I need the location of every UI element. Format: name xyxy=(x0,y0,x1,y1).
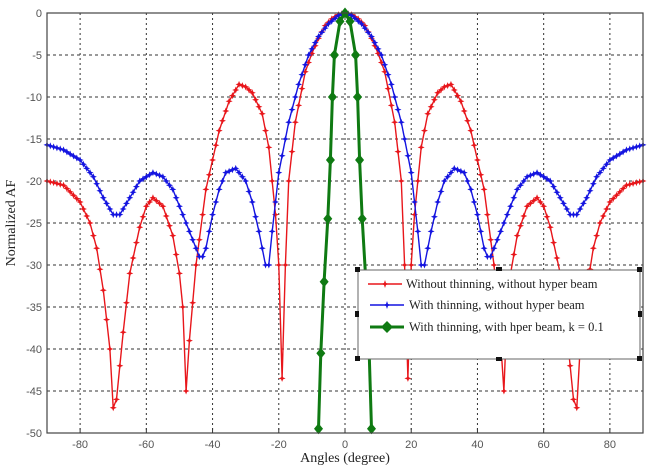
y-tick-label: -25 xyxy=(26,218,42,230)
legend-item-red: Without thinning, without hyper beam xyxy=(368,277,598,291)
series-layer xyxy=(43,7,647,435)
legend-label: With thinning, with hper beam, k = 0.1 xyxy=(409,320,604,334)
y-tick-label: -10 xyxy=(26,92,42,104)
legend-item-green: With thinning, with hper beam, k = 0.1 xyxy=(370,320,604,334)
x-tick-label: -40 xyxy=(205,439,221,451)
x-tick-label: 0 xyxy=(342,439,348,451)
axis-ticks: -80 -60 -40 -20 0 20 40 60 80 0 -5 -10 -15 -20 -25 -30 -… xyxy=(26,8,616,451)
y-tick-label: -30 xyxy=(26,260,42,272)
x-tick-label: 80 xyxy=(604,439,616,451)
legend[interactable]: Without thinning, without hyper beam Wit… xyxy=(355,267,642,361)
y-axis-label: Normalized AF xyxy=(4,179,19,266)
y-tick-label: -20 xyxy=(26,176,42,188)
y-tick-label: -5 xyxy=(32,50,42,62)
x-tick-label: -20 xyxy=(271,439,287,451)
grid-lines xyxy=(47,13,643,433)
x-axis-label: Angles (degree) xyxy=(300,451,390,466)
legend-label: Without thinning, without hyper beam xyxy=(406,277,598,291)
x-tick-label: 60 xyxy=(538,439,550,451)
y-tick-label: -35 xyxy=(26,302,42,314)
y-tick-label: 0 xyxy=(36,8,42,20)
legend-resize-handles[interactable] xyxy=(355,267,642,361)
y-tick-label: -15 xyxy=(26,134,42,146)
star-marker-icon xyxy=(383,301,391,309)
y-tick-label: -50 xyxy=(26,428,42,440)
y-tick-label: -40 xyxy=(26,344,42,356)
series-3 xyxy=(314,7,376,435)
diamond-marker-icon xyxy=(381,321,393,333)
x-tick-label: 40 xyxy=(471,439,483,451)
legend-label: With thinning, without hyper beam xyxy=(409,298,585,312)
legend-item-blue: With thinning, without hyper beam xyxy=(370,298,585,312)
x-tick-label: -60 xyxy=(138,439,154,451)
star-marker-icon xyxy=(381,280,389,288)
x-tick-label: -80 xyxy=(72,439,88,451)
x-tick-label: 20 xyxy=(405,439,417,451)
y-tick-label: -45 xyxy=(26,386,42,398)
